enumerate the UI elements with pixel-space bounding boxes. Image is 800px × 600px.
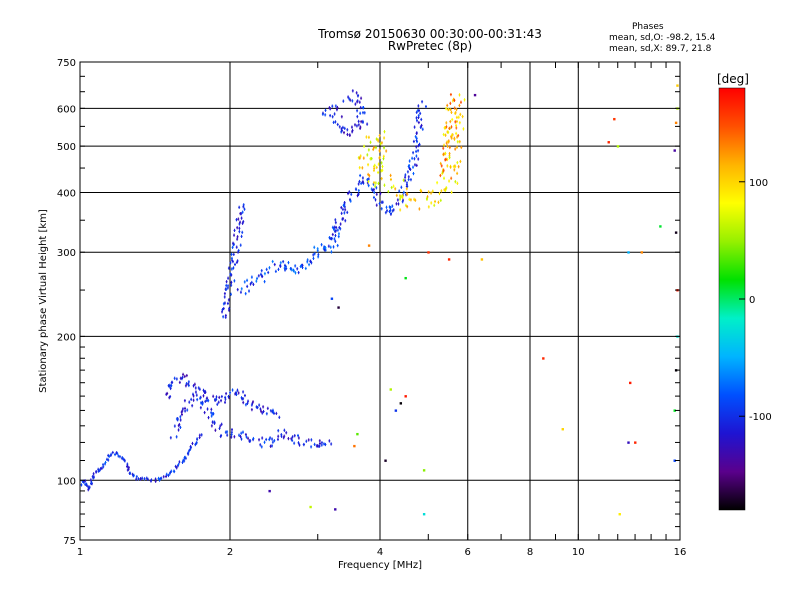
data-points — [80, 84, 679, 516]
y-tick-label: 400 — [57, 188, 76, 199]
phases-x-stats: mean, sd,X: 89.7, 21.8 — [609, 44, 712, 54]
data-point — [399, 402, 403, 405]
data-point — [384, 459, 387, 462]
chart-title: Tromsø 20150630 00:30:00-00:31:43 — [318, 27, 542, 41]
data-point — [473, 93, 477, 97]
x-tick-label: 10 — [572, 547, 585, 558]
x-tick-label: 4 — [377, 547, 383, 558]
data-point — [627, 441, 630, 444]
data-point — [659, 225, 662, 228]
y-tick-label: 75 — [63, 536, 76, 547]
colorbar: [deg] 100 0 -100 — [717, 72, 772, 511]
data-point — [309, 505, 312, 509]
data-point — [613, 117, 616, 121]
data-point — [674, 121, 678, 125]
data-point — [268, 489, 271, 493]
data-point — [480, 258, 484, 261]
data-point — [629, 381, 632, 385]
data-point — [634, 441, 637, 444]
data-point — [334, 508, 337, 511]
data-point — [673, 459, 676, 462]
data-point — [447, 258, 451, 261]
data-point — [673, 409, 676, 412]
colorbar-tick-label: -100 — [749, 412, 772, 423]
phases-o-stats: mean, sd,O: -98.2, 15.4 — [609, 33, 716, 43]
phases-title: Phases — [632, 22, 664, 32]
y-tick-label: 750 — [57, 58, 76, 69]
data-point — [674, 231, 678, 234]
data-point — [427, 251, 430, 254]
x-tick-label: 8 — [527, 547, 533, 558]
data-point — [616, 145, 620, 148]
data-point — [330, 297, 334, 300]
y-axis: 75 100 200 300 400 500 600 750 — [57, 58, 680, 547]
data-point — [356, 432, 359, 436]
chart-subtitle: RwPretec (8p) — [387, 39, 473, 53]
y-axis-label: Stationary phase Virtual Height [km] — [38, 209, 49, 393]
x-tick-label: 2 — [227, 547, 233, 558]
y-tick-label: 500 — [57, 142, 76, 153]
data-point — [389, 388, 392, 391]
data-point — [618, 513, 621, 516]
colorbar-label: [deg] — [717, 72, 749, 86]
x-axis-label: Frequency [MHz] — [338, 560, 422, 571]
data-point — [627, 251, 630, 254]
colorbar-tick-label: 0 — [749, 295, 755, 306]
data-point — [422, 469, 426, 472]
data-point — [422, 513, 426, 516]
x-axis: 1 2 4 6 8 10 16 — [77, 62, 687, 558]
x-tick-label: 1 — [77, 547, 83, 558]
data-point — [367, 244, 371, 247]
y-tick-label: 300 — [57, 248, 76, 259]
x-tick-label: 16 — [674, 547, 687, 558]
data-point — [607, 141, 610, 144]
data-point — [640, 251, 644, 254]
data-point — [404, 395, 407, 398]
grid-lines — [80, 62, 681, 540]
y-tick-label: 100 — [57, 476, 76, 487]
data-point — [561, 428, 564, 431]
data-point — [394, 409, 398, 412]
colorbar-tick-label: 100 — [749, 178, 768, 189]
data-point — [542, 357, 545, 360]
data-point — [676, 84, 679, 87]
y-tick-label: 200 — [57, 332, 76, 343]
data-point — [337, 306, 340, 309]
data-point — [353, 444, 356, 448]
x-tick-label: 6 — [465, 547, 471, 558]
y-tick-label: 600 — [57, 104, 76, 115]
data-point — [404, 276, 407, 280]
data-point — [673, 149, 676, 152]
